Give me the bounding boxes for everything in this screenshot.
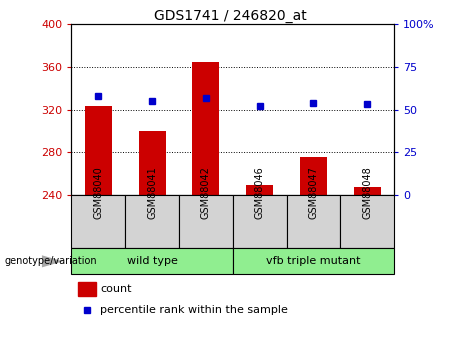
Bar <box>193 61 219 195</box>
Bar <box>340 195 394 248</box>
Bar <box>354 187 381 195</box>
Bar <box>85 106 112 195</box>
Text: GSM88047: GSM88047 <box>308 166 319 219</box>
Text: GDS1741 / 246820_at: GDS1741 / 246820_at <box>154 9 307 23</box>
Bar <box>233 195 287 248</box>
Text: GSM88041: GSM88041 <box>147 166 157 219</box>
Bar <box>71 248 233 274</box>
Bar <box>71 195 125 248</box>
Bar <box>287 195 340 248</box>
Bar <box>233 248 394 274</box>
Text: percentile rank within the sample: percentile rank within the sample <box>100 305 289 315</box>
Text: count: count <box>100 284 132 294</box>
Bar <box>179 195 233 248</box>
Text: vfb triple mutant: vfb triple mutant <box>266 256 361 266</box>
Text: GSM88040: GSM88040 <box>93 166 103 219</box>
Bar <box>139 131 165 195</box>
Text: GSM88048: GSM88048 <box>362 166 372 219</box>
Text: genotype/variation: genotype/variation <box>5 256 97 266</box>
Text: wild type: wild type <box>127 256 177 266</box>
Bar <box>125 195 179 248</box>
Bar <box>246 185 273 195</box>
Text: GSM88046: GSM88046 <box>254 166 265 219</box>
Text: GSM88042: GSM88042 <box>201 166 211 219</box>
Bar <box>300 157 327 195</box>
Polygon shape <box>42 255 63 267</box>
Bar <box>78 282 96 296</box>
